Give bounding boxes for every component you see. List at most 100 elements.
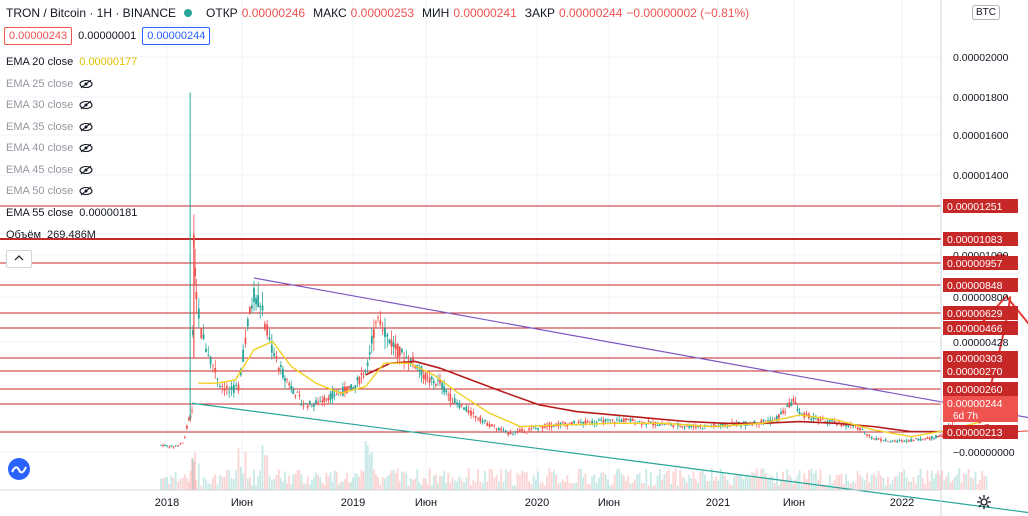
candle-body <box>422 375 425 379</box>
candle-body <box>928 437 931 440</box>
volume-bar <box>713 480 715 490</box>
volume-bar <box>375 474 377 490</box>
level-price-tag <box>943 199 1018 213</box>
candle-body <box>919 438 922 441</box>
volume-bar <box>692 471 695 490</box>
gear-icon[interactable] <box>976 494 992 510</box>
candle-body <box>561 422 564 423</box>
eye-hidden-icon[interactable] <box>79 165 93 175</box>
volume-bar <box>331 481 334 490</box>
indicator-row[interactable]: Объём 269.486M <box>6 229 96 241</box>
candle-body <box>645 424 648 426</box>
buy-price-button[interactable]: 0.00000244 <box>142 27 211 45</box>
volume-bar <box>261 444 264 490</box>
volume-bar <box>947 472 950 490</box>
currency-badge[interactable]: BTC <box>972 5 1000 20</box>
indicator-row[interactable]: EMA 30 close <box>6 99 93 111</box>
indicator-row[interactable]: EMA 20 close 0.00000177 <box>6 56 137 68</box>
volume-bar <box>676 485 679 490</box>
candle-body <box>740 425 742 427</box>
eye-hidden-icon[interactable] <box>79 122 93 132</box>
candle-body <box>870 436 873 439</box>
candle-body <box>629 418 632 422</box>
volume-bar <box>889 483 892 490</box>
volume-bar <box>593 474 596 490</box>
volume-bar <box>341 481 344 490</box>
volume-bar <box>803 473 806 490</box>
candle-body <box>484 419 486 422</box>
tradingview-logo-icon[interactable] <box>8 458 30 480</box>
volume-bar <box>577 469 580 490</box>
candle-body <box>405 356 408 358</box>
volume-bar <box>685 482 688 490</box>
candle-body <box>277 367 280 372</box>
volume-bar <box>333 470 336 490</box>
close-value: 0.00000244 <box>559 6 623 20</box>
indicator-row[interactable]: EMA 45 close <box>6 164 93 176</box>
volume-bar <box>282 481 284 490</box>
volume-bar <box>647 485 650 490</box>
volume-bar <box>248 477 251 490</box>
candle-body <box>200 327 203 339</box>
volume-bar <box>288 475 291 490</box>
eye-hidden-icon[interactable] <box>79 79 93 89</box>
indicator-row[interactable]: EMA 55 close 0.00000181 <box>6 207 137 219</box>
candle-body <box>534 427 537 429</box>
volume-bar <box>808 469 810 490</box>
candle-body <box>477 418 479 420</box>
time-axis[interactable]: 2018 Июн 2019 Июн 2020 Июн 2021 Июн 2022 <box>155 497 914 509</box>
eye-hidden-icon[interactable] <box>79 143 93 153</box>
level-price-label: 0.00000629 <box>947 308 1003 320</box>
candle-body <box>486 422 489 426</box>
candle-body <box>500 428 503 431</box>
candle-body <box>907 440 910 442</box>
sell-price-button[interactable]: 0.00000243 <box>4 27 73 45</box>
candle-body <box>782 410 784 414</box>
candle-body <box>688 425 691 428</box>
volume-bar <box>259 470 262 490</box>
price-tick-label: 0.00002000 <box>953 52 1009 64</box>
volume-bar <box>418 482 421 490</box>
volume-bar <box>887 477 889 490</box>
volume-bar <box>465 477 468 490</box>
indicator-row[interactable]: EMA 25 close <box>6 78 93 90</box>
volume-bar <box>232 478 235 490</box>
volume-bar <box>268 475 271 490</box>
eye-hidden-icon[interactable] <box>79 186 93 196</box>
candle-body <box>917 438 920 441</box>
price-axis[interactable]: 0.00002000 0.00001800 0.00001600 0.00001400… <box>943 52 1018 459</box>
volume-bar <box>775 471 778 490</box>
indicator-row[interactable]: EMA 35 close <box>6 121 93 133</box>
volume-bar <box>656 475 659 490</box>
candle-body <box>445 390 448 393</box>
volume-bar <box>277 469 280 490</box>
collapse-legend-button[interactable] <box>6 250 32 268</box>
volume-bar <box>528 481 530 490</box>
volume-bar <box>788 475 791 490</box>
candle-body <box>598 419 600 421</box>
indicator-name: EMA 20 close <box>6 56 74 68</box>
volume-bar <box>638 473 641 490</box>
volume-bar <box>758 477 760 490</box>
grid <box>0 0 941 490</box>
volume-bar <box>914 483 917 490</box>
volume-bar <box>294 473 297 490</box>
volume-bar <box>518 475 521 490</box>
candle-body <box>713 423 715 426</box>
indicator-row[interactable]: EMA 50 close <box>6 185 93 197</box>
candle-body <box>826 420 829 423</box>
candle-body <box>856 427 859 430</box>
volume-bar <box>937 470 939 490</box>
indicator-row[interactable]: EMA 40 close <box>6 142 93 154</box>
candle-body <box>504 430 507 433</box>
eye-hidden-icon[interactable] <box>79 100 93 110</box>
volume-bar <box>919 468 922 490</box>
candle-body <box>939 434 942 437</box>
candle-body <box>394 344 397 350</box>
symbol-title[interactable]: TRON / Bitcoin · 1H · BINANCE <box>6 6 177 20</box>
volume-bar <box>244 451 247 490</box>
candle-body <box>618 420 621 421</box>
volume-bar <box>873 473 875 490</box>
volume-bar <box>819 469 822 490</box>
